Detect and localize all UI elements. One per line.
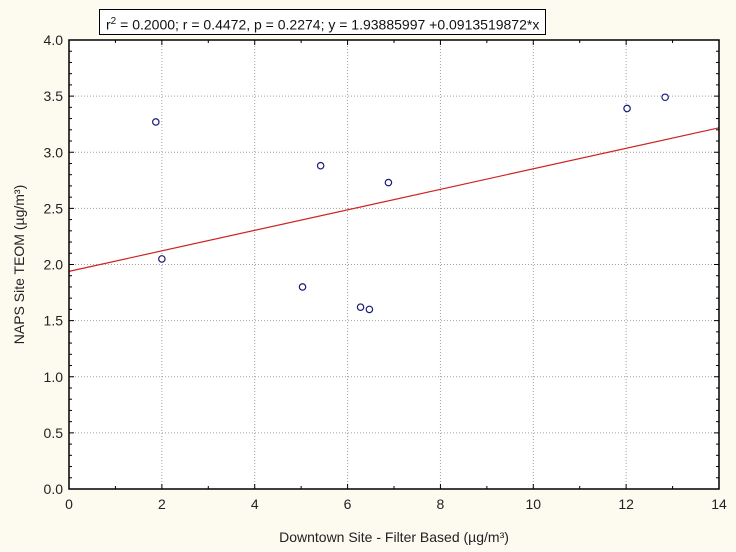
data-point bbox=[152, 118, 160, 126]
x-tick-label: 4 bbox=[251, 496, 259, 512]
data-point bbox=[623, 104, 631, 113]
data-point bbox=[661, 93, 669, 102]
y-tick-label: 2.0 bbox=[44, 257, 64, 273]
x-tick-label: 8 bbox=[437, 496, 445, 512]
r2-superscript: 2 bbox=[110, 16, 117, 27]
x-tick-label: 2 bbox=[158, 496, 166, 512]
y-tick-label: 3.0 bbox=[44, 144, 64, 160]
regression-line bbox=[68, 127, 720, 272]
y-tick-label: 4.0 bbox=[44, 32, 64, 48]
regression-stats-annotation: r2 = 0.2000; r = 0.4472, p = 0.2274; y =… bbox=[99, 9, 547, 35]
data-point bbox=[356, 303, 365, 311]
y-tick-label: 3.5 bbox=[44, 88, 64, 104]
regression-stats-text: = 0.2000; r = 0.4472, p = 0.2274; y = 1.… bbox=[116, 16, 540, 33]
y-tick-label: 0.0 bbox=[44, 481, 64, 497]
r2-symbol: r bbox=[106, 16, 111, 33]
data-point bbox=[384, 178, 393, 187]
y-axis-tick-labels: 0.0 0.5 1.0 1.5 2.0 2.5 3.0 3.5 4.0 bbox=[44, 32, 64, 497]
x-tick-label: 10 bbox=[525, 496, 541, 512]
x-tick-label: 6 bbox=[344, 496, 352, 512]
y-axis-title: NAPS Site TEOM (µg/m³) bbox=[11, 185, 27, 345]
y-tick-label: 1.5 bbox=[44, 313, 64, 329]
y-tick-label: 2.5 bbox=[44, 200, 64, 216]
x-tick-label: 0 bbox=[65, 496, 73, 512]
data-point bbox=[158, 255, 166, 263]
gridlines bbox=[69, 40, 719, 489]
plot-frame bbox=[68, 39, 720, 490]
data-points bbox=[152, 93, 669, 314]
x-tick-label: 14 bbox=[711, 496, 727, 512]
data-point bbox=[298, 283, 307, 291]
x-axis-title: Downtown Site - Filter Based (µg/m³) bbox=[279, 529, 509, 545]
x-axis-tick-labels: 0 2 4 6 8 10 12 14 bbox=[65, 496, 727, 512]
y-tick-label: 1.0 bbox=[44, 369, 64, 385]
y-tick-label: 0.5 bbox=[44, 425, 64, 441]
x-tick-label: 12 bbox=[618, 496, 634, 512]
data-point bbox=[365, 305, 374, 314]
data-point bbox=[316, 161, 325, 170]
